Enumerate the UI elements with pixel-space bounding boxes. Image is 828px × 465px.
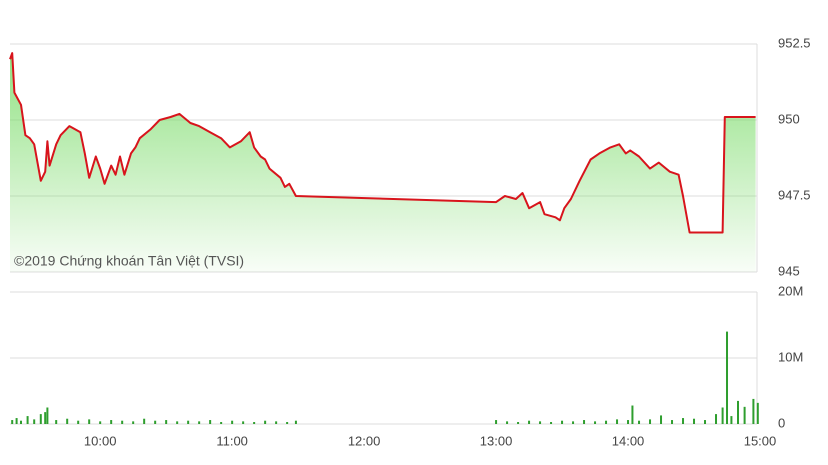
volume-bar xyxy=(583,420,586,424)
volume-bar xyxy=(528,420,531,424)
x-tick-label: 15:00 xyxy=(744,433,777,448)
volume-bar xyxy=(752,398,755,424)
volume-bar xyxy=(572,421,575,424)
volume-bar xyxy=(561,420,564,424)
copyright: ©2019 Chứng khoán Tân Việt (TVSI) xyxy=(14,253,244,269)
volume-bar xyxy=(649,419,652,424)
y-tick-label: 20M xyxy=(778,283,803,298)
price-line xyxy=(9,52,756,234)
volume-bar xyxy=(121,420,124,424)
volume-bar xyxy=(11,420,14,424)
volume-bar xyxy=(704,420,707,424)
y-tick-label: 0 xyxy=(778,415,785,430)
price-area xyxy=(10,53,756,272)
volume-bar xyxy=(176,421,179,424)
volume-bar xyxy=(506,421,509,424)
volume-bar xyxy=(88,419,91,424)
volume-bar xyxy=(294,420,297,424)
volume-bar xyxy=(638,420,641,424)
volume-bar xyxy=(264,420,267,424)
x-tick-label: 10:00 xyxy=(84,433,117,448)
volume-bar xyxy=(631,405,634,424)
volume-bar xyxy=(55,420,58,424)
volume-bar xyxy=(682,418,685,424)
volume-bar xyxy=(39,414,42,424)
y-tick-label: 945 xyxy=(778,263,800,278)
volume-bar xyxy=(605,420,608,424)
volume-bar xyxy=(517,422,520,424)
volume-bar xyxy=(231,420,234,424)
volume-bar xyxy=(693,418,696,424)
volume-bar xyxy=(110,420,113,424)
volume-bar xyxy=(154,420,157,424)
volume-bar xyxy=(33,419,36,424)
volume-bar xyxy=(220,422,223,424)
volume-bar xyxy=(26,416,29,424)
x-tick-label: 13:00 xyxy=(480,433,513,448)
volume-bar xyxy=(253,422,256,424)
volume-bar xyxy=(627,420,630,424)
volume-bar xyxy=(77,420,80,424)
volume-bar xyxy=(99,421,102,424)
y-tick-label: 10M xyxy=(778,349,803,364)
volume-bar xyxy=(209,420,212,424)
volume-bar xyxy=(715,414,718,424)
volume-bar xyxy=(721,407,724,424)
volume-bar xyxy=(44,412,47,424)
volume-bar xyxy=(275,421,278,424)
volume-bar xyxy=(132,421,135,424)
x-tick-label: 11:00 xyxy=(216,433,248,448)
volume-bar xyxy=(165,420,168,424)
volume-bar xyxy=(594,421,597,424)
volume-bar xyxy=(495,420,498,424)
x-tick-label: 12:00 xyxy=(348,433,381,448)
volume-bar xyxy=(286,422,289,424)
volume-bar xyxy=(550,422,553,424)
volume-bar xyxy=(671,420,674,424)
volume-bar xyxy=(198,421,201,424)
y-tick-label: 952.5 xyxy=(778,35,811,50)
y-tick-label: 947.5 xyxy=(778,187,811,202)
volume-bar xyxy=(187,420,190,424)
volume-bar xyxy=(726,331,729,424)
volume-bar xyxy=(143,418,146,424)
volume-bar xyxy=(46,407,49,424)
volume-bar xyxy=(756,402,759,424)
volume-bar xyxy=(539,421,542,424)
volume-bar xyxy=(242,421,245,424)
volume-bar xyxy=(616,419,619,424)
volume-bar xyxy=(737,400,740,424)
volume-bar xyxy=(66,418,69,424)
x-tick-label: 14:00 xyxy=(612,433,645,448)
volume-bar xyxy=(743,406,746,424)
volume-bar xyxy=(19,420,22,424)
volume-bar xyxy=(730,416,733,424)
volume-bar xyxy=(660,415,663,424)
y-tick-label: 950 xyxy=(778,111,800,126)
volume-bar xyxy=(15,418,18,424)
